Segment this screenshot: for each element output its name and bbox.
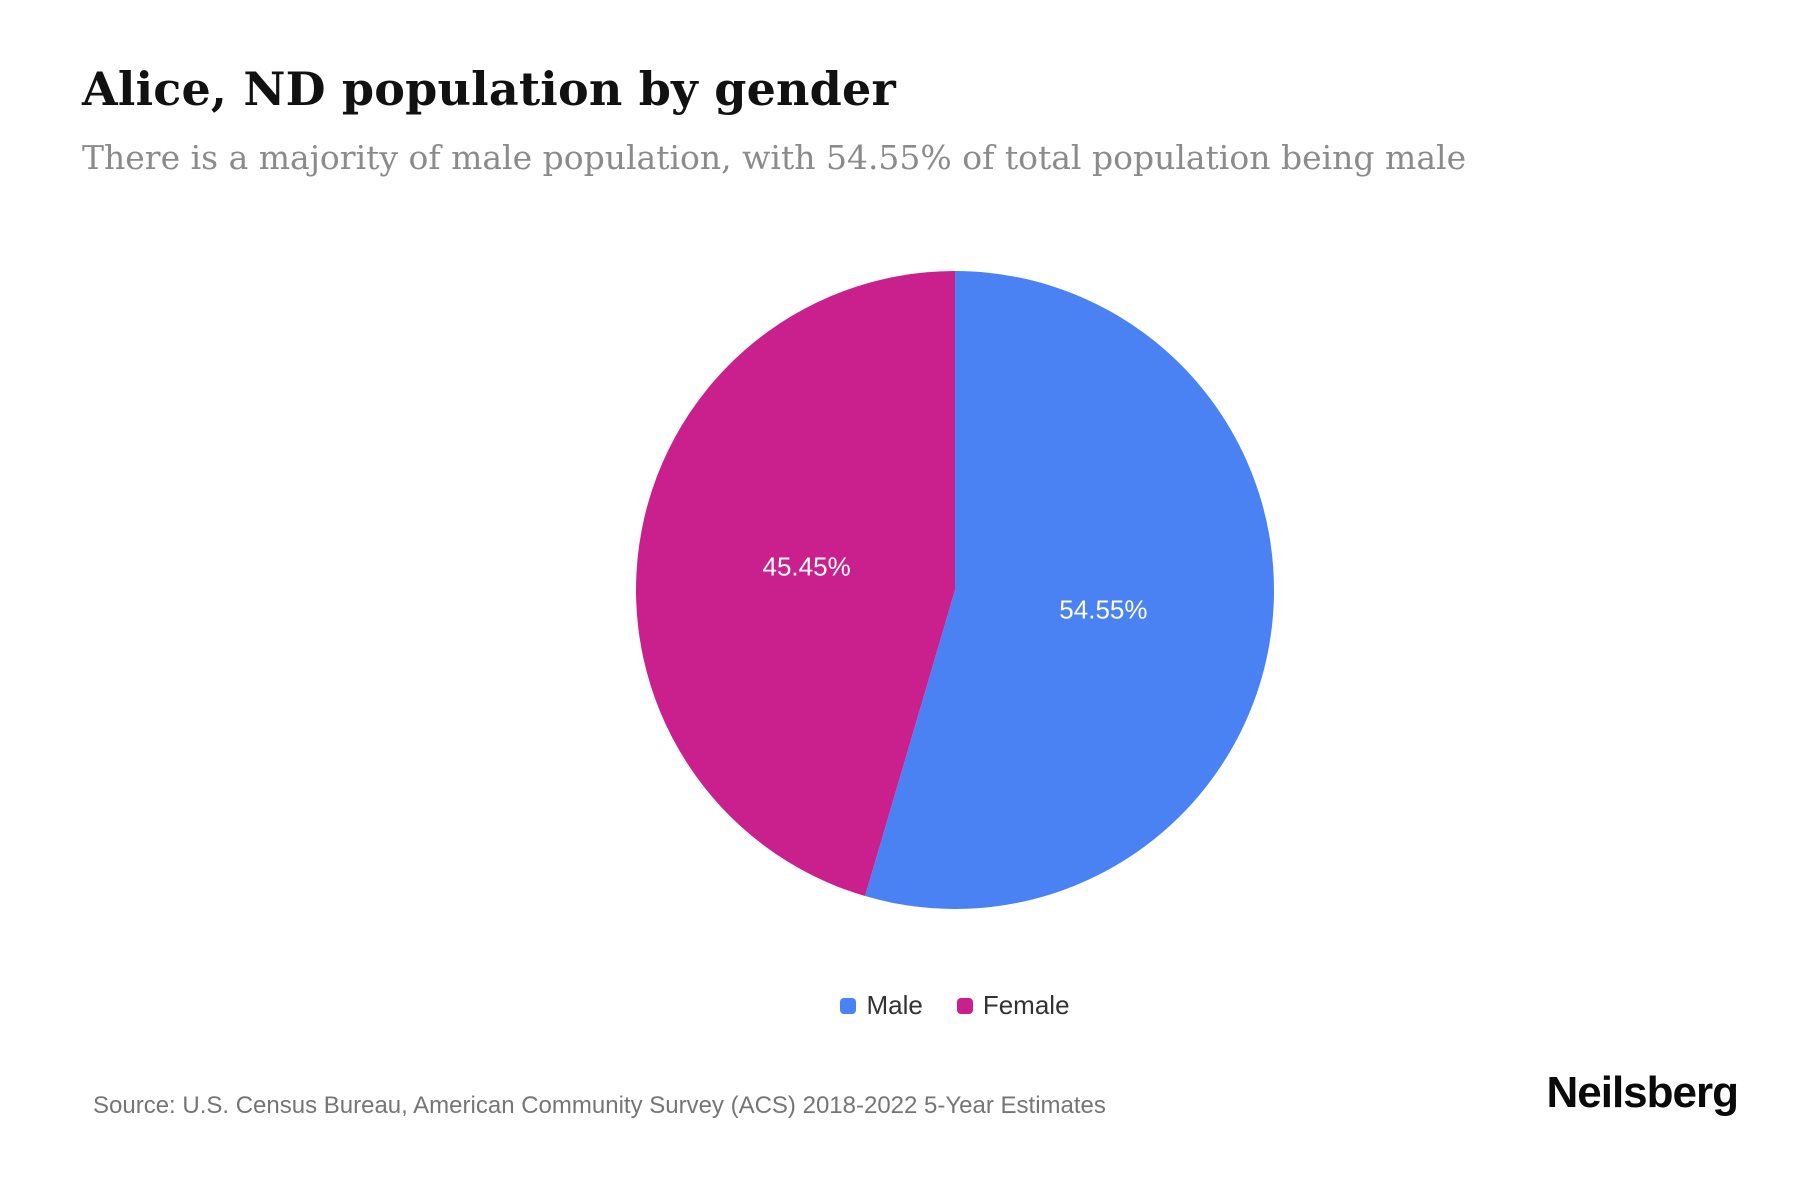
pie-slice-male[interactable] — [865, 271, 1275, 910]
legend-label-male: Male — [866, 990, 923, 1020]
pie-chart-container: 54.55% 45.45% — [635, 270, 1275, 910]
pie-slice-label-male: 54.55% — [1059, 594, 1147, 624]
brand-logo[interactable]: Neilsberg — [1546, 1068, 1739, 1117]
legend-label-female: Female — [982, 990, 1070, 1020]
legend-item-male[interactable]: Male — [840, 990, 923, 1021]
pie-slice-female[interactable] — [636, 271, 955, 897]
chart-legend: Male Female — [635, 990, 1275, 1021]
legend-item-female[interactable]: Female — [956, 990, 1070, 1021]
legend-swatch-male — [840, 997, 857, 1014]
legend-swatch-female — [956, 997, 973, 1014]
chart-title: Alice, ND population by gender — [82, 62, 896, 116]
chart-subtitle: There is a majority of male population, … — [82, 138, 1467, 177]
source-note: Source: U.S. Census Bureau, American Com… — [93, 1092, 1106, 1119]
pie-slice-label-female: 45.45% — [763, 551, 851, 581]
pie-chart: 54.55% 45.45% — [636, 271, 1275, 910]
